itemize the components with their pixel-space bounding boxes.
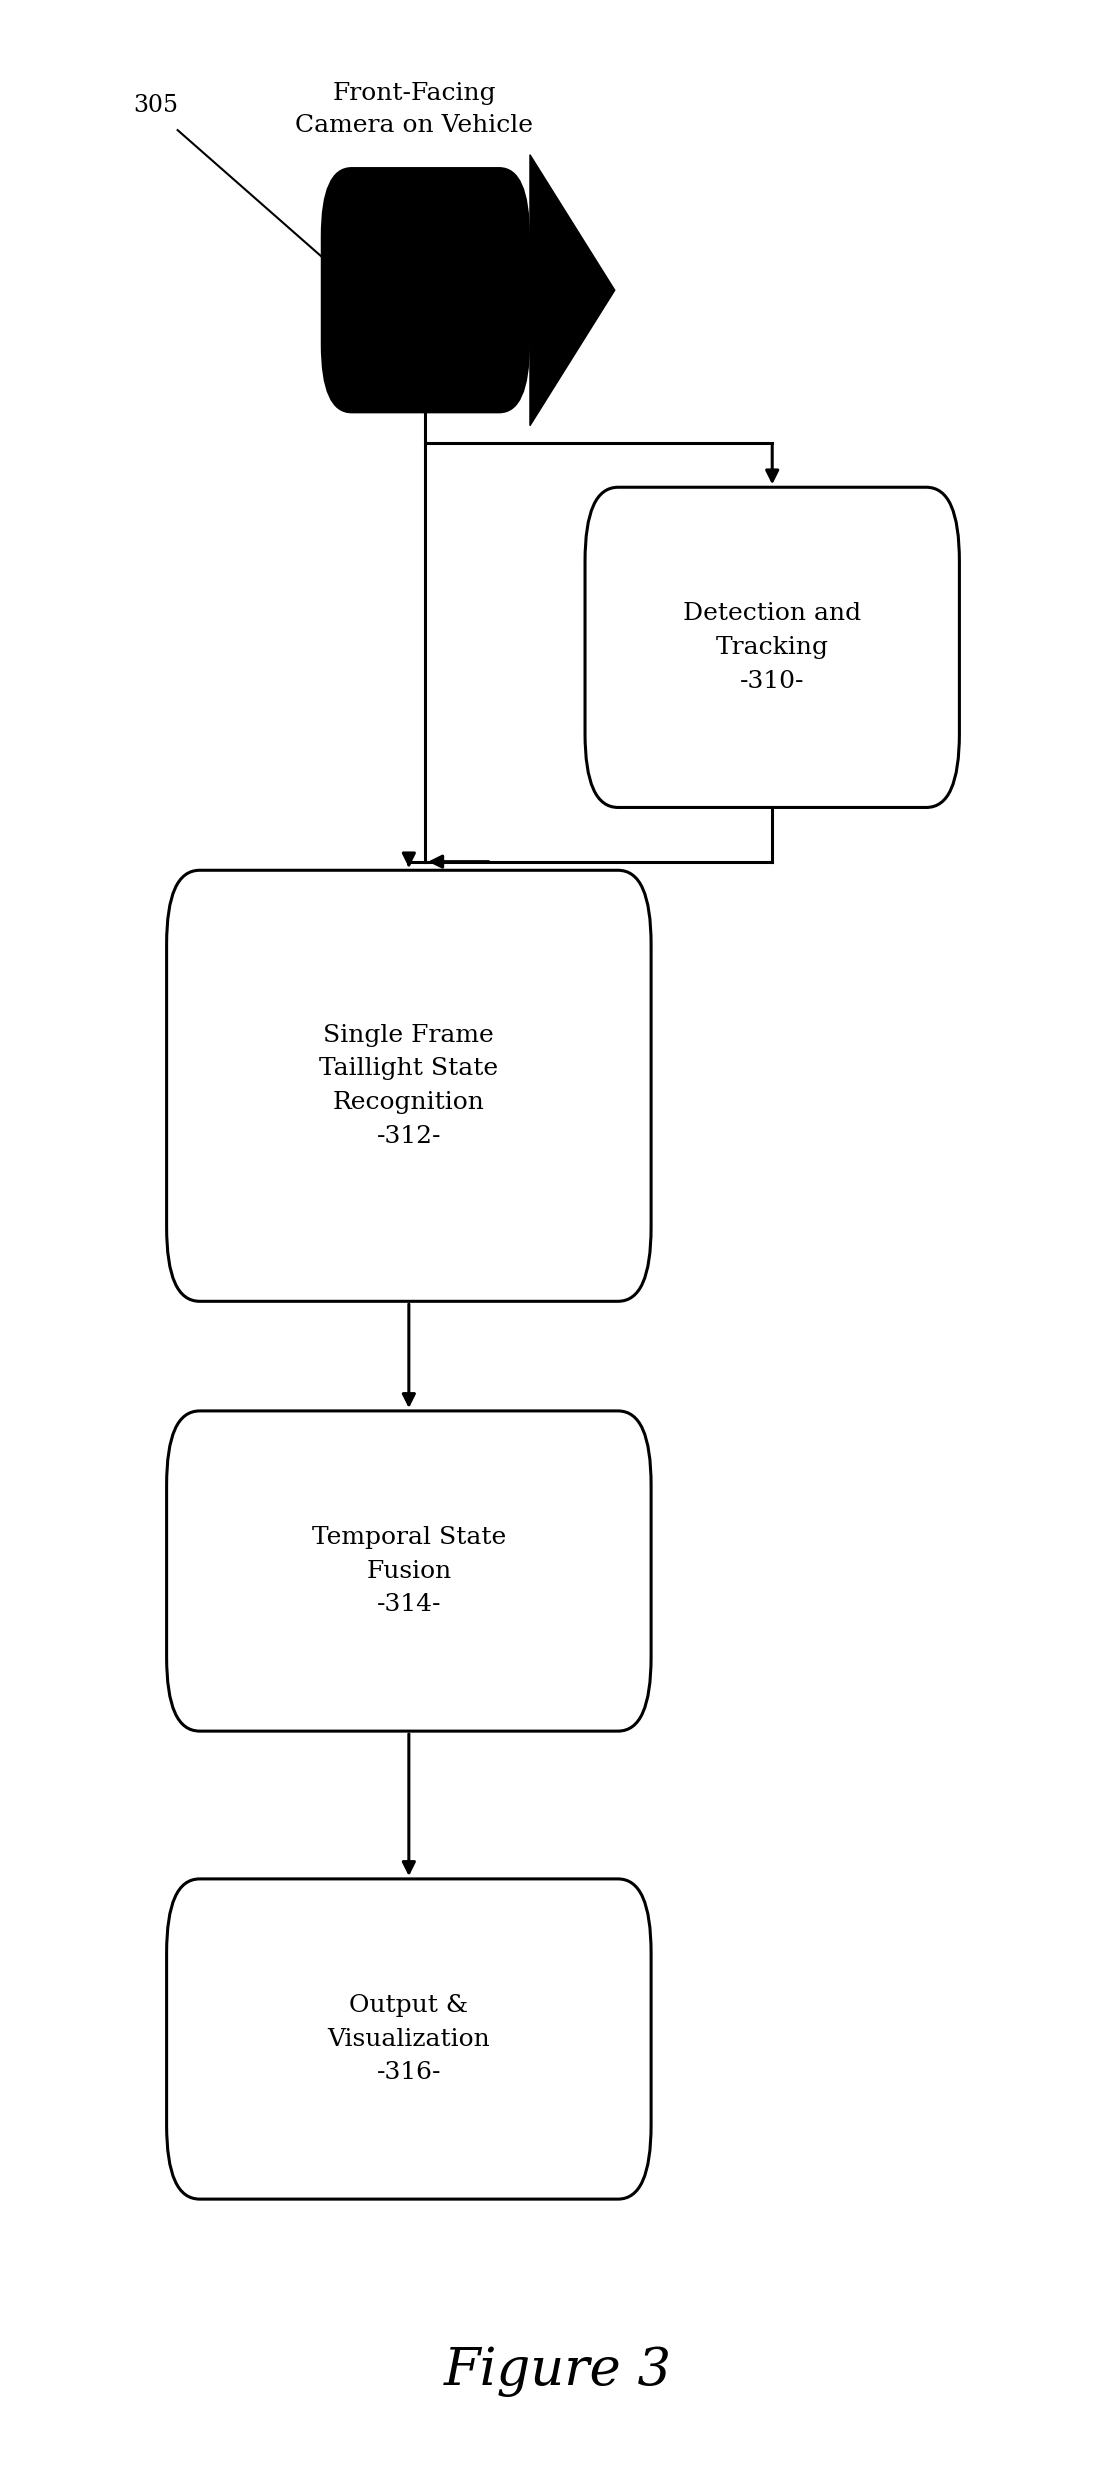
Text: Single Frame
Taillight State
Recognition
-312-: Single Frame Taillight State Recognition… (319, 1023, 498, 1147)
FancyBboxPatch shape (166, 1412, 651, 1731)
Text: Temporal State
Fusion
-314-: Temporal State Fusion -314- (312, 1526, 506, 1617)
Polygon shape (530, 154, 614, 426)
Text: Front-Facing
Camera on Vehicle: Front-Facing Camera on Vehicle (295, 82, 533, 139)
Text: Output &
Visualization
-316-: Output & Visualization -316- (328, 1994, 491, 2083)
FancyBboxPatch shape (166, 1880, 651, 2200)
FancyBboxPatch shape (585, 488, 959, 808)
Text: Figure 3: Figure 3 (444, 2346, 671, 2398)
Text: 305: 305 (134, 94, 178, 116)
FancyBboxPatch shape (166, 869, 651, 1300)
Text: Detection and
Tracking
-310-: Detection and Tracking -310- (683, 602, 861, 694)
FancyBboxPatch shape (321, 166, 530, 414)
